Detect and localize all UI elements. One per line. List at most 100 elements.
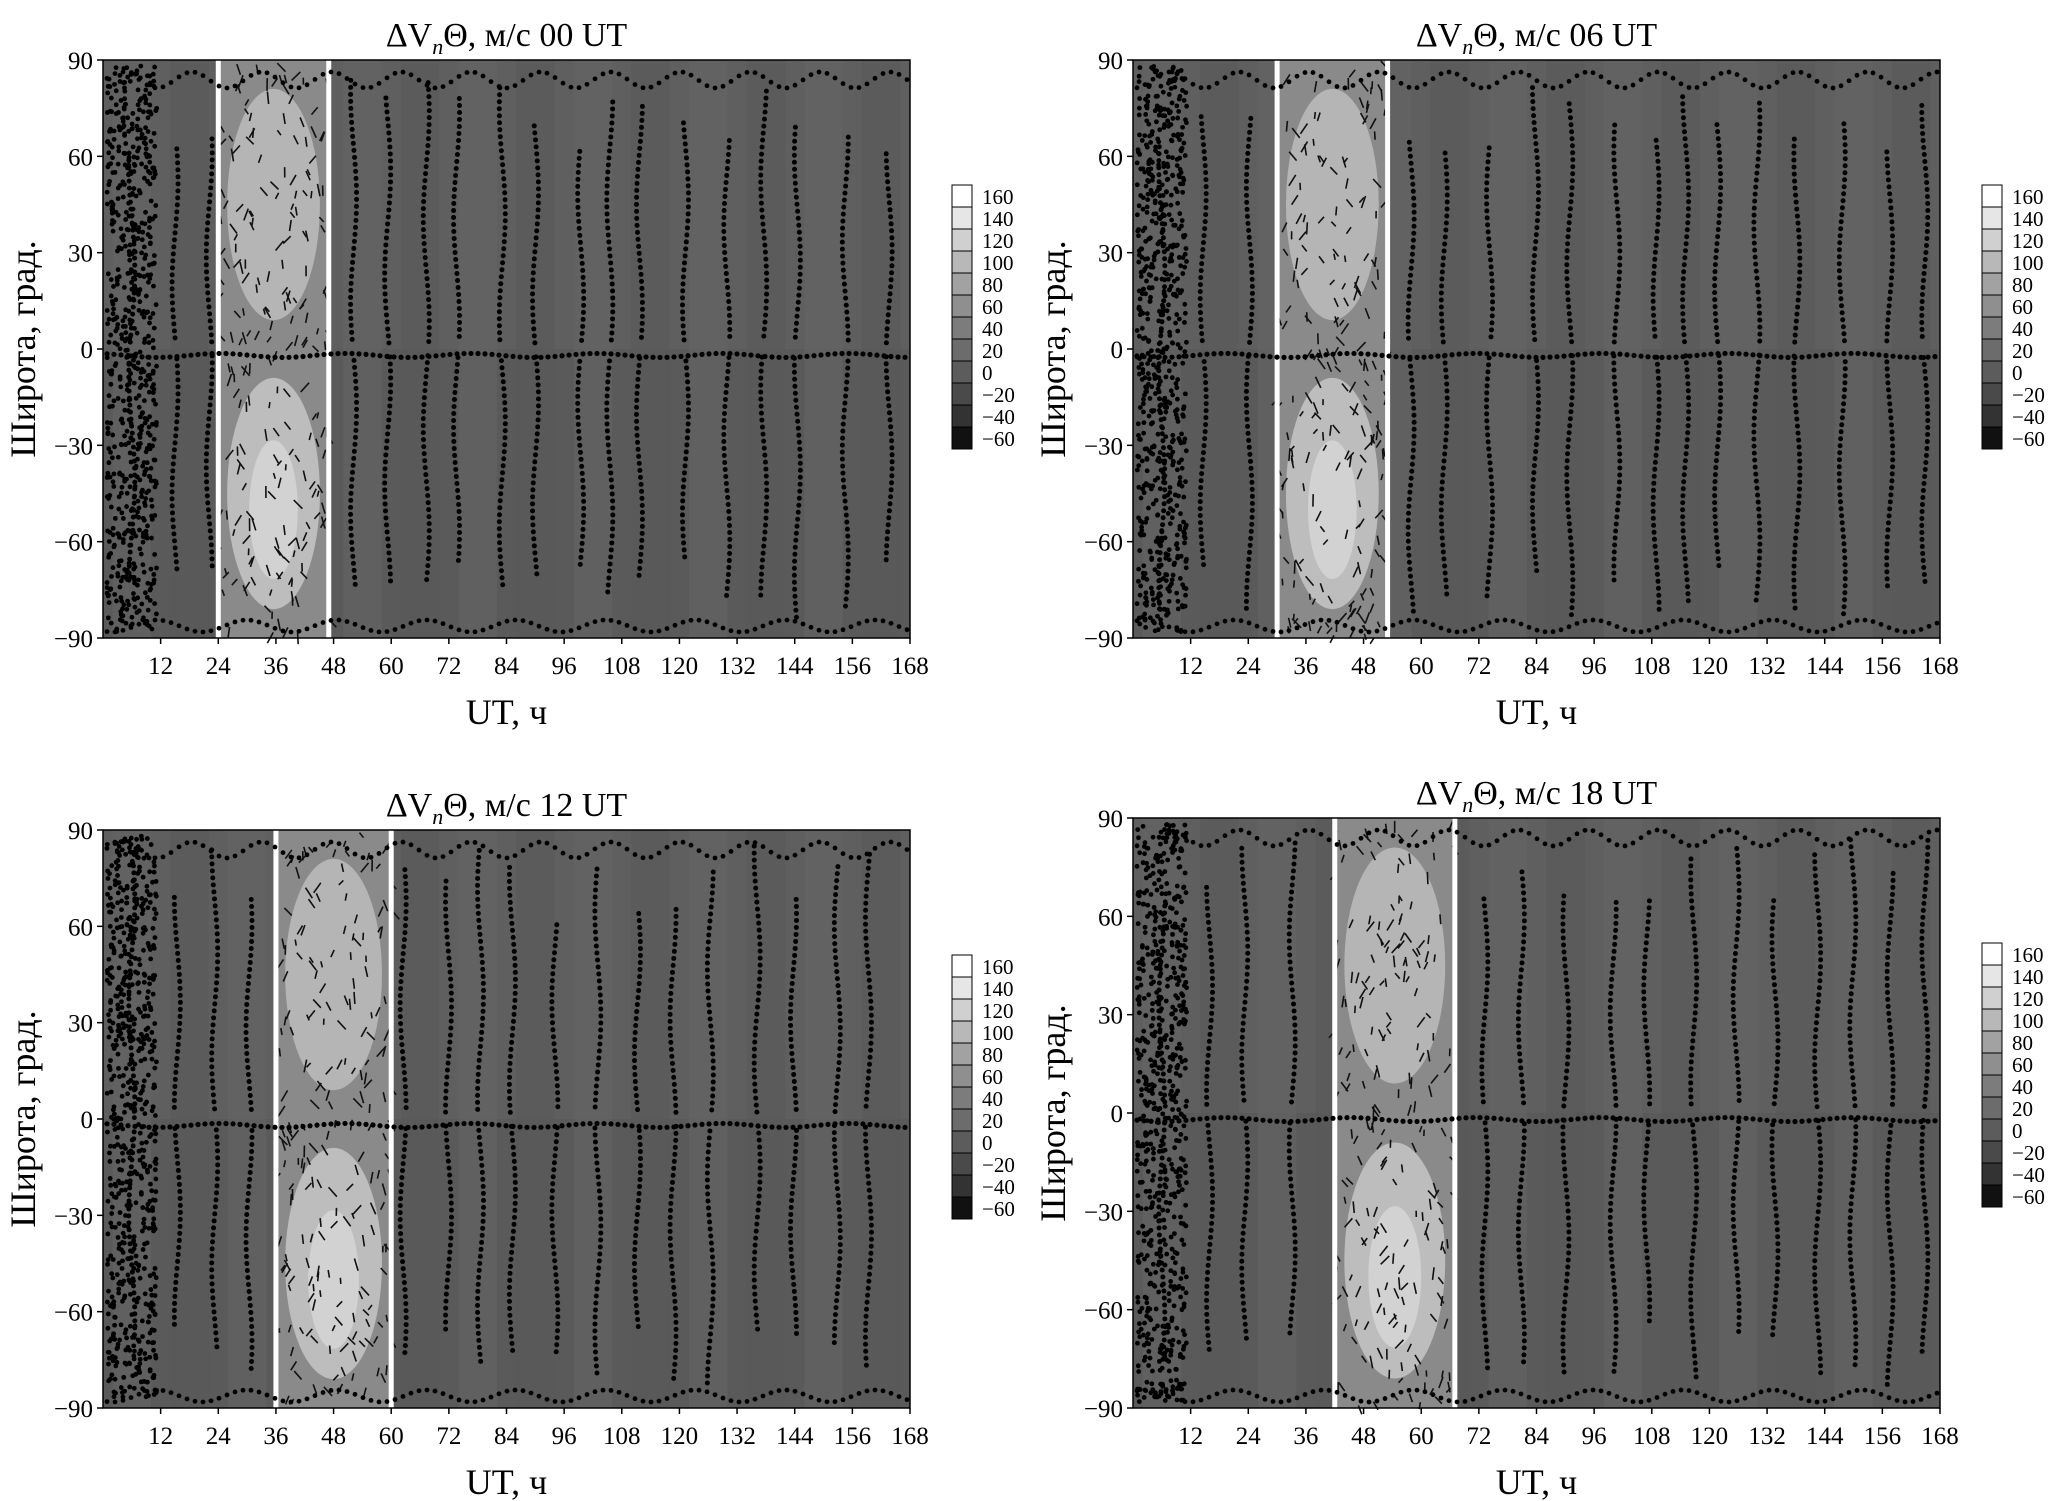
- contour-dot: [560, 80, 566, 86]
- contour-dot: [1246, 620, 1252, 626]
- contour-dot: [1202, 226, 1208, 232]
- contour-dot: [1278, 629, 1284, 635]
- contour-dot: [175, 377, 181, 383]
- contour-dot: [352, 154, 358, 160]
- contour-dot: [108, 332, 114, 338]
- contour-dash: [1302, 214, 1306, 223]
- contour-dot: [1716, 430, 1722, 436]
- contour-dot: [209, 164, 215, 170]
- contour-dash: [276, 460, 283, 467]
- contour-dot: [175, 405, 181, 411]
- contour-dot: [610, 295, 616, 301]
- contour-dot: [1614, 624, 1620, 629]
- contour-dot: [1531, 323, 1537, 329]
- contour-dot: [1161, 416, 1167, 422]
- contour-dot: [114, 278, 120, 283]
- contour-dash: [1347, 608, 1356, 620]
- contour-dot: [759, 361, 765, 367]
- contour-dot: [610, 106, 616, 112]
- contour-dot: [349, 336, 355, 342]
- contour-dot: [1140, 166, 1146, 172]
- contour-dot: [639, 306, 645, 312]
- contour-dot: [118, 226, 124, 232]
- contour-dot: [1791, 374, 1797, 380]
- contour-dot: [886, 200, 892, 206]
- contour-dot: [320, 620, 326, 625]
- contour-dot: [1326, 79, 1332, 85]
- contour-dot: [1919, 501, 1925, 507]
- contour-dash: [232, 388, 240, 399]
- contour-dot: [1494, 618, 1500, 624]
- contour-dot: [1181, 529, 1187, 535]
- contour-dot: [1685, 598, 1691, 604]
- contour-dot: [532, 452, 538, 458]
- contour-dot: [1756, 562, 1762, 568]
- contour-dot: [482, 351, 488, 357]
- contour-dot: [1613, 311, 1619, 317]
- contour-dot: [1137, 548, 1142, 553]
- contour-dot: [1414, 617, 1420, 623]
- contour-dot: [1254, 623, 1260, 629]
- contour-dot: [1150, 483, 1156, 489]
- title-sub: n: [432, 804, 443, 829]
- contour-dot: [1616, 283, 1622, 289]
- contour-dot: [457, 320, 463, 326]
- contour-dot: [1243, 605, 1249, 611]
- contour-dot: [1147, 171, 1152, 177]
- contour-dash: [1278, 507, 1284, 515]
- contour-dot: [792, 131, 798, 137]
- contour-dot: [153, 422, 159, 428]
- contour-dot: [1168, 137, 1174, 143]
- contour-dot: [1440, 339, 1446, 345]
- contour-dot: [1249, 500, 1255, 506]
- contour-dot: [1884, 555, 1890, 561]
- contour-dot: [111, 351, 117, 357]
- contour-dot: [1569, 549, 1575, 555]
- contour-dash: [1376, 269, 1379, 280]
- contour-dot: [524, 354, 530, 360]
- contour-dot: [1411, 230, 1417, 236]
- contour-dot: [1564, 255, 1570, 261]
- contour-dot: [151, 253, 157, 258]
- contour-dot: [1678, 617, 1684, 623]
- contour-dot: [160, 618, 166, 623]
- contour-dot: [115, 396, 121, 401]
- contour-dash: [305, 1062, 312, 1068]
- contour-dot: [1410, 608, 1416, 614]
- contour-dot: [114, 598, 119, 604]
- contour-dot: [108, 504, 114, 510]
- contour-dash: [292, 297, 298, 304]
- contour-dot: [1176, 108, 1182, 114]
- contour-dot: [1408, 580, 1414, 586]
- contour-dot: [764, 487, 770, 493]
- contour-dash: [1295, 213, 1303, 225]
- contour-dot: [1919, 515, 1925, 521]
- contour-dot: [392, 627, 398, 632]
- contour-dot: [1140, 367, 1146, 372]
- contour-dot: [678, 353, 684, 359]
- contour-dot: [1244, 416, 1250, 422]
- contour-dot: [885, 529, 891, 535]
- contour-dot: [127, 270, 133, 276]
- contour-dot: [1156, 341, 1162, 347]
- contour-dot: [1684, 444, 1690, 450]
- contour-dot: [512, 617, 518, 623]
- contour-dot: [388, 165, 394, 171]
- contour-dot: [1531, 260, 1537, 266]
- contour-dot: [127, 339, 133, 345]
- contour-dash: [289, 315, 294, 324]
- contour-dot: [1919, 123, 1925, 129]
- contour-dash: [274, 537, 280, 549]
- contour-dash: [1281, 484, 1285, 491]
- contour-dot: [1683, 150, 1689, 156]
- contour-dot: [140, 266, 146, 272]
- contour-dot: [1568, 542, 1574, 548]
- colorbar-label: 80: [2012, 273, 2033, 297]
- contour-dot: [497, 547, 503, 553]
- contour-dot: [152, 552, 158, 557]
- contour-dot: [531, 466, 537, 472]
- contour-dot: [1442, 360, 1448, 366]
- contour-dot: [844, 316, 850, 322]
- contour-dot: [1919, 536, 1925, 542]
- contour-dot: [610, 309, 616, 315]
